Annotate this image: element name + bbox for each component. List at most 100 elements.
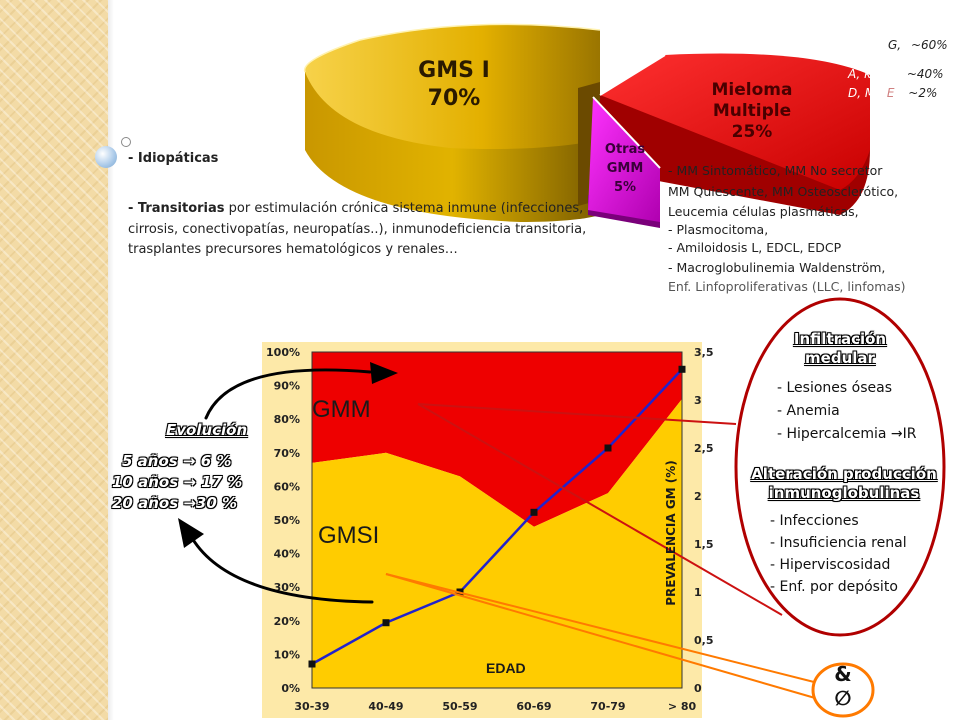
y-right-tick: 1 [694, 586, 702, 599]
pie-label-mieloma: Mieloma Multiple 25% [690, 80, 814, 143]
y-left-tick: 100% [266, 346, 300, 359]
ig-heading: Alteración producción inmunoglobulinas [746, 465, 942, 503]
condition-line-7: Enf. Linfoproliferativas (LLC, linfomas) [668, 279, 906, 294]
prevalence-point [530, 508, 538, 516]
isotype-d-value: ~2% [908, 86, 938, 100]
marrow-item-3: - Hipercalcemia →IR [777, 426, 917, 442]
ig-item-4: - Enf. por depósito [770, 579, 898, 595]
y-left-tick: 70% [274, 447, 300, 460]
condition-line-3: Leucemia células plasmáticas, [668, 204, 859, 219]
transient-line-3: trasplantes precursores hematológicos y … [128, 242, 458, 257]
y-right-tick: 1,5 [694, 538, 714, 551]
x-tick: > 80 [668, 700, 697, 713]
prevalence-point [308, 660, 316, 668]
paper-edge-shadow [108, 0, 114, 720]
y-left-tick: 80% [274, 413, 300, 426]
bullet-dot-icon [95, 146, 117, 168]
pie-label-otras: Otras GMM 5% [594, 140, 656, 197]
small-ellipse-text: & ∅ [832, 662, 854, 710]
x-tick: 30-39 [294, 700, 329, 713]
pie-label-gms1: GMS I 70% [398, 57, 510, 113]
y-left-tick: 60% [274, 480, 300, 493]
transient-line-2: cirrosis, conectivopatías, neuropatías..… [128, 222, 587, 237]
small-ellipse [811, 662, 875, 718]
y-left-tick: 10% [274, 648, 300, 661]
ig-item-2: - Insuficiencia renal [770, 535, 907, 551]
small-ellipse-empty-set: ∅ [834, 686, 852, 710]
marrow-item-1: - Lesiones óseas [777, 380, 892, 396]
evolution-line-1: 5 años → 6 % [122, 452, 232, 470]
connector-gmsi-1 [385, 573, 823, 685]
evolution-line-3: 20 años →30 % [112, 494, 238, 512]
isotype-g-label: G, [888, 38, 902, 52]
gmm-area-label: GMM [312, 396, 371, 423]
y-right-tick: 2 [694, 490, 702, 503]
pie-mieloma-pct: 25% [731, 122, 773, 142]
paper-texture-panel [0, 0, 108, 720]
condition-line-5: - Amiloidosis L, EDCL, EDCP [668, 240, 842, 255]
transient-heading: - Transitorias [128, 201, 225, 216]
isotype-d-label: D, M, [848, 86, 880, 100]
transient-text: por estimulación crónica sistema inmune … [224, 201, 584, 216]
isotype-a-value: ~40% [906, 67, 944, 81]
y-right-tick: 3,5 [694, 346, 714, 359]
pie-mieloma-name2: Multiple [712, 101, 792, 121]
pie-mieloma-name1: Mieloma [711, 80, 793, 100]
marrow-heading-1: Infiltración [793, 330, 887, 348]
pie-otras-name1: Otras [604, 142, 646, 157]
pie-otras-pct: 5% [613, 180, 637, 195]
ig-item-1: - Infecciones [770, 513, 859, 529]
isotype-g-value: ~60% [910, 38, 948, 52]
bullet-ring-icon [121, 137, 131, 147]
condition-line-2: MM Quiescente, MM Osteosclerótico, [668, 184, 899, 199]
y-right-tick: 0 [694, 682, 702, 695]
transient-item: - Transitorias por estimulación crónica … [128, 201, 583, 216]
gmm-area [312, 352, 682, 527]
evolution-title: Evolución [166, 421, 248, 439]
isotype-e-label: E [886, 86, 895, 100]
isotype-row-a: A, κ ó λ, ~40% [848, 67, 944, 81]
connector-gmsi-2 [385, 573, 823, 701]
x-tick: 50-59 [442, 700, 477, 713]
prevalence-point [604, 444, 612, 452]
y-right-tick: 2,5 [694, 442, 714, 455]
idiopathic-item: - Idiopáticas [128, 151, 219, 166]
isotype-a-label: A, κ ó λ, [848, 67, 898, 81]
marrow-heading-2: medular [805, 349, 875, 367]
small-ellipse-and: & [834, 662, 852, 686]
y-left-tick: 90% [274, 380, 300, 393]
prevalence-point [382, 619, 390, 627]
plot-frame [311, 351, 683, 689]
pie-otras-name2: GMM [606, 161, 644, 176]
x-axis-label: EDAD [486, 660, 526, 676]
y-left-tick: 50% [274, 514, 300, 527]
y-right-tick: 0,5 [694, 634, 714, 647]
evolution-arrow-top-head [370, 362, 398, 384]
condition-line-6: - Macroglobulinemia Waldenström, [668, 260, 886, 275]
prevalence-line [311, 368, 683, 666]
connector-gmm-2 [417, 403, 783, 616]
pie-otras-top [588, 97, 660, 222]
isotype-row-d: D, M, E ~2% [848, 86, 937, 100]
ig-heading-1: Alteración producción [751, 465, 937, 483]
marrow-item-2: - Anemia [777, 403, 840, 419]
pie-gms1-top [304, 24, 600, 149]
condition-line-1: - MM Sintomático, MM No secretor [668, 163, 883, 178]
isotype-row-g: G, ~60% [888, 38, 948, 52]
y-right-tick: 3 [694, 394, 702, 407]
evolution-arrow-bottom-head [178, 518, 204, 548]
condition-line-4: - Plasmocitoma, [668, 222, 769, 237]
y-left-tick: 40% [274, 548, 300, 561]
connector-gmm-1 [417, 403, 737, 425]
x-tick: 60-69 [516, 700, 551, 713]
prevalence-point [678, 365, 686, 373]
ig-heading-2: inmunoglobulinas [768, 484, 920, 502]
y-left-tick: 20% [274, 615, 300, 628]
marrow-heading: Infiltración medular [778, 330, 902, 368]
pie-gms1-name: GMS I [418, 58, 490, 83]
ig-item-3: - Hiperviscosidad [770, 557, 891, 573]
complications-ellipse [734, 297, 946, 637]
x-tick: 40-49 [368, 700, 403, 713]
